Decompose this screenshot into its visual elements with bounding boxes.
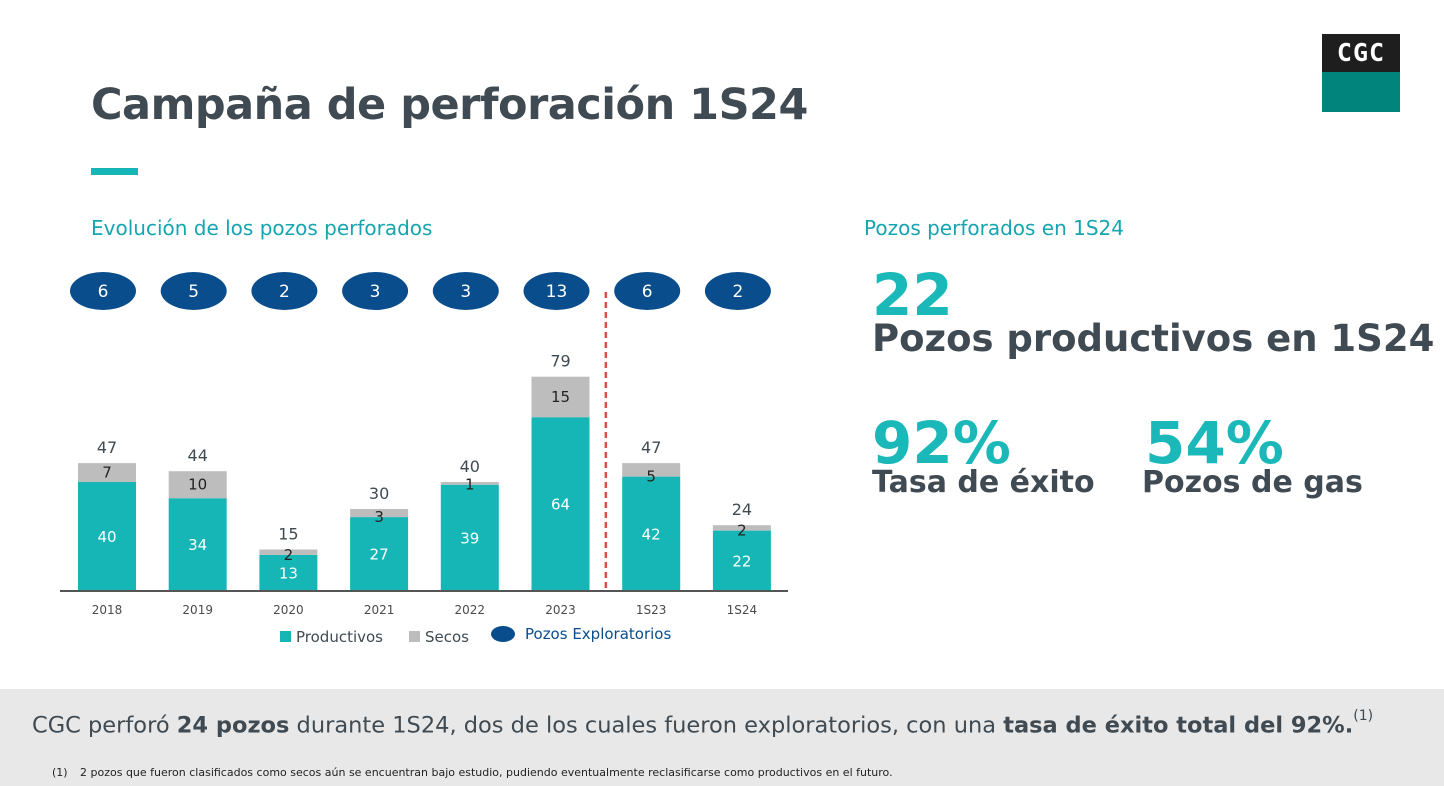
footnote-text: 2 pozos que fueron clasificados como sec… [80,766,893,779]
kpi-productive-label: Pozos productivos en 1S24 [872,317,1435,360]
total-label: 24 [732,500,752,519]
bar-productivos [712,530,771,590]
secos-label: 2 [284,546,294,564]
exploratorios-label: 3 [370,282,381,302]
x-tick-label: 2018 [92,603,123,617]
exploratorios-label: 2 [279,282,290,302]
summary-band [0,689,1444,786]
total-label: 44 [188,446,208,465]
bar-secos [440,482,499,485]
bar-secos [168,471,227,499]
kpi-success-value: 92% [872,409,1011,477]
productivos-label: 34 [188,536,207,554]
legend-exploratorios-swatch [491,626,515,642]
productivos-label: 39 [460,529,479,547]
secos-label: 5 [646,468,656,486]
secos-label: 15 [551,388,570,406]
kpi-productive-value: 22 [872,261,953,329]
wells-stacked-bar-chart: 4074720186341044201951321520202273302021… [60,272,788,646]
kpi-gas-label: Pozos de gas [1142,465,1363,500]
logo-text: CGC [1322,34,1400,72]
productivos-label: 64 [551,496,570,514]
total-label: 79 [550,352,570,371]
kpi-gas-value: 54% [1145,409,1284,477]
legend-secos-swatch [409,631,420,642]
total-label: 47 [97,438,117,457]
cgc-logo: CGC [1322,34,1400,112]
exploratorios-label: 6 [642,282,653,302]
chart-section-title: Evolución de los pozos perforados [91,216,433,240]
bar-secos [531,376,590,418]
exploratorios-label: 3 [460,282,471,302]
x-tick-label: 2019 [182,603,213,617]
summary-pre: CGC perforó [32,712,177,739]
bar-productivos [259,554,318,590]
productivos-label: 13 [279,564,298,582]
exploratorios-marker [160,272,227,310]
bar-secos [350,509,409,518]
secos-label: 7 [102,464,112,482]
x-tick-label: 2021 [364,603,395,617]
exploratorios-marker [523,272,590,310]
bar-productivos [350,517,409,590]
legend-productivos-swatch [280,631,291,642]
bar-productivos [168,498,227,590]
bar-productivos [622,476,681,590]
x-tick-label: 2020 [273,603,304,617]
exploratorios-marker [342,272,409,310]
bar-secos [712,525,771,531]
secos-label: 1 [465,476,475,494]
summary-text: CGC perforó 24 pozos durante 1S24, dos d… [32,708,1373,739]
exploratorios-marker [704,272,771,310]
secos-label: 3 [374,508,384,526]
total-label: 15 [278,525,298,544]
x-tick-label: 2023 [545,603,576,617]
x-tick-label: 1S23 [636,603,667,617]
total-label: 40 [460,457,480,476]
summary-footnote-ref: (1) [1353,708,1374,724]
exploratorios-marker [251,272,318,310]
exploratorios-marker [432,272,499,310]
bar-secos [622,463,681,477]
bar-productivos [440,484,499,590]
summary-bold-rate: tasa de éxito total del 92%. [1003,712,1354,739]
productivos-label: 40 [97,528,116,546]
legend-exploratorios-label: Pozos Exploratorios [525,625,671,643]
footnote-mark: (1) [52,766,68,779]
x-tick-label: 1S24 [727,603,758,617]
logo-band [1322,72,1400,112]
total-label: 30 [369,484,389,503]
footnote: (1) 2 pozos que fueron clasificados como … [52,766,893,779]
total-label: 47 [641,438,661,457]
exploratorios-label: 2 [732,282,743,302]
bar-secos [259,549,318,555]
exploratorios-marker [614,272,681,310]
exploratorios-label: 13 [546,282,568,302]
summary-bold-wells: 24 pozos [176,712,290,739]
productivos-label: 27 [370,546,389,564]
exploratorios-label: 5 [188,282,199,302]
summary-mid: durante 1S24, dos de los cuales fueron e… [289,712,1004,739]
bar-productivos [78,482,136,590]
productivos-label: 22 [732,552,751,570]
title-underline [91,168,138,175]
bar-productivos [531,417,590,590]
bar-secos [78,463,136,482]
legend-productivos-label: Productivos [296,628,383,646]
exploratorios-label: 6 [98,282,109,302]
exploratorios-marker [70,272,136,310]
page-title: Campaña de perforación 1S24 [91,80,808,130]
secos-label: 2 [737,522,747,540]
x-tick-label: 2022 [455,603,486,617]
kpi-success-label: Tasa de éxito [872,465,1095,500]
productivos-label: 42 [642,525,661,543]
legend-secos-label: Secos [425,628,469,646]
secos-label: 10 [188,476,207,494]
kpi-section-title: Pozos perforados en 1S24 [864,216,1124,240]
